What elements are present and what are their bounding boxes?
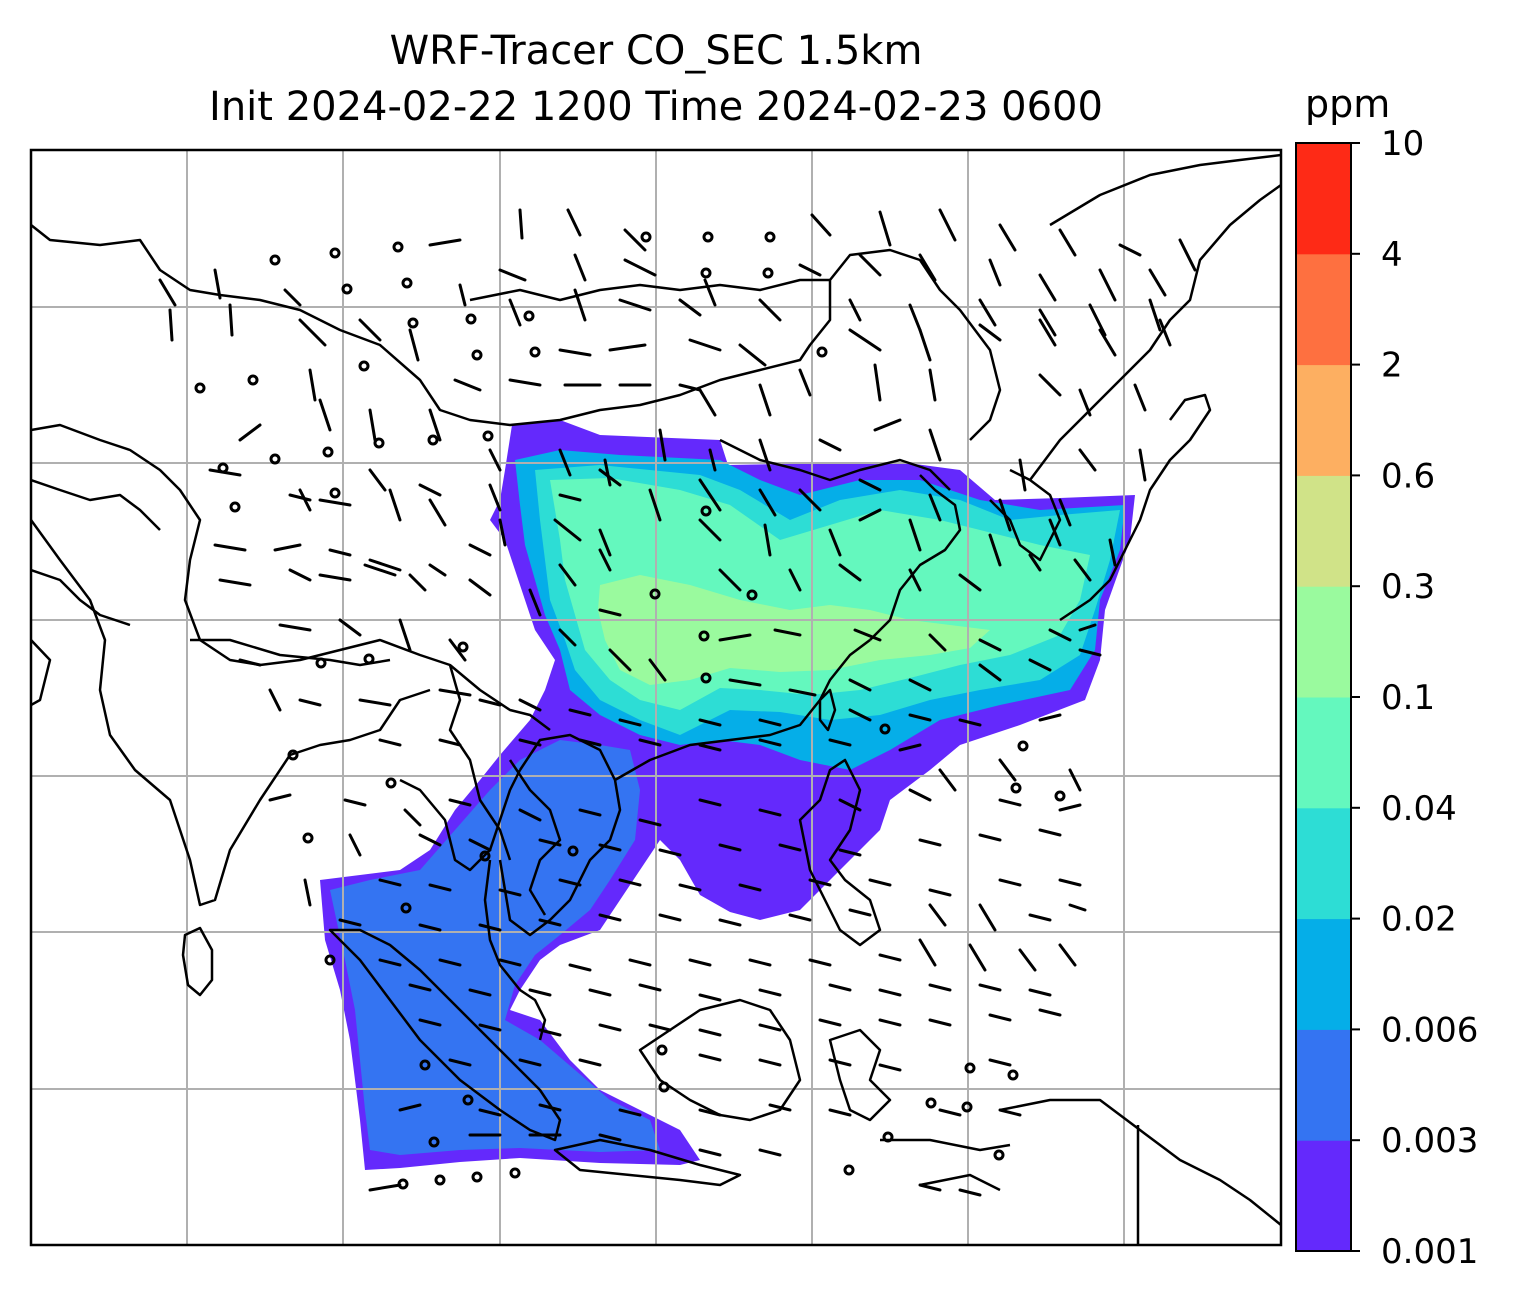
colorbar-tick-label: 0.02 <box>1381 900 1457 940</box>
border-myanmar <box>448 664 512 861</box>
coast-sumatra <box>328 928 562 1142</box>
border-central-asia <box>31 478 161 627</box>
colorbar-swatch-3 <box>1296 918 1351 1030</box>
wind-barb-row-3 <box>158 268 1162 337</box>
wind-barb-row-11 <box>278 618 1102 697</box>
colorbar-tick-label: 0.1 <box>1381 678 1435 718</box>
wind-barb-row-18 <box>378 938 1077 972</box>
colorbar-swatches <box>1296 143 1351 1252</box>
border-china-west <box>31 423 551 731</box>
calm-wind-markers <box>194 231 1066 1190</box>
coast-malay-peninsula <box>483 859 547 1041</box>
colorbar-swatch-2 <box>1296 1029 1351 1141</box>
colorbar-ticks: 0.001 0.003 0.006 0.02 0.04 0.1 0.3 0.6 2 4 10 <box>1351 124 1478 1272</box>
map-title-line1: WRF-Tracer CO_SEC 1.5km <box>389 28 923 74</box>
wind-barb-row-4 <box>168 303 1172 367</box>
wind-barb-row-1 <box>428 208 1197 272</box>
colorbar-tick-label: 0.6 <box>1381 456 1435 496</box>
wind-barb-row-5 <box>308 363 1147 417</box>
border-mongolia-russia <box>31 224 1002 441</box>
colorbar-tick-label: 0.3 <box>1381 567 1435 607</box>
colorbar-tick-label: 10 <box>1381 124 1424 164</box>
coast-korea <box>989 468 1062 562</box>
map-title-line2: Init 2024-02-22 1200 Time 2024-02-23 060… <box>209 84 1103 130</box>
wind-barb-row-21 <box>448 1053 1012 1072</box>
border-india-nepal <box>190 638 391 667</box>
coast-sulawesi <box>828 1028 892 1122</box>
colorbar-swatch-7 <box>1296 475 1351 587</box>
coast-sri-lanka <box>181 926 214 997</box>
border-thailand-laos <box>508 759 562 916</box>
colorbar-tick-label: 0.04 <box>1381 789 1457 829</box>
wind-barb-row-16 <box>303 878 1082 907</box>
wind-barbs <box>158 208 1197 1197</box>
wind-barb-row-14 <box>268 788 1082 827</box>
wind-barb-row-6 <box>238 398 1147 492</box>
colorbar-swatch-6 <box>1296 586 1351 698</box>
colorbar-swatch-1 <box>1296 1140 1351 1252</box>
colorbar-tick-label: 0.001 <box>1381 1232 1478 1272</box>
wind-barb-row-12 <box>238 658 1062 727</box>
wind-barb-row-20 <box>418 1008 1062 1037</box>
coastlines <box>31 153 1281 1245</box>
colorbar-unit-label: ppm <box>1305 82 1391 126</box>
colorbar-tick-label: 0.003 <box>1381 1121 1478 1161</box>
tracer-field <box>320 420 1135 1170</box>
colorbar-swatch-9 <box>1296 253 1351 366</box>
wind-barb-row-15 <box>348 828 1062 857</box>
field-level-2 <box>330 740 660 1155</box>
coast-philippines <box>798 758 882 947</box>
wind-barb-row-22 <box>398 1103 1022 1117</box>
coast-japan <box>1059 393 1212 622</box>
coast-timor <box>880 1138 1011 1192</box>
colorbar-tick-label: 0.006 <box>1381 1010 1478 1050</box>
coast-india <box>31 519 431 907</box>
coast-new-guinea <box>999 1098 1281 1245</box>
map-frame <box>29 148 1283 1247</box>
coast-china-east <box>869 474 962 641</box>
wind-barb-row-13 <box>378 738 1082 792</box>
wind-barb-row-8 <box>288 488 1117 567</box>
colorbar-tick-label: 4 <box>1381 235 1403 275</box>
field-level-6 <box>598 575 990 685</box>
gridlines <box>31 150 1281 1245</box>
colorbar-tick-label: 2 <box>1381 346 1403 386</box>
wind-barb-row-2 <box>498 253 1167 307</box>
coast-indochina <box>498 733 622 937</box>
coast-taiwan <box>818 688 837 732</box>
coast-borneo <box>638 998 802 1122</box>
wind-barb-row-23 <box>368 1133 982 1197</box>
coast-bay-east <box>399 769 522 872</box>
wind-barb-row-17 <box>338 903 1087 932</box>
colorbar-swatch-4 <box>1296 807 1351 920</box>
wind-barb-row-10 <box>218 563 1097 652</box>
coast-arabia <box>31 639 52 707</box>
wind-barb-row-9 <box>213 543 1092 592</box>
colorbar-swatch-10 <box>1296 143 1351 255</box>
wind-barb-row-19 <box>408 983 1052 1002</box>
coast-china-south <box>614 639 871 782</box>
coast-russia-far-east <box>1029 153 1281 481</box>
colorbar-swatch-5 <box>1296 697 1351 809</box>
coast-java <box>553 1138 742 1187</box>
colorbar-swatch-8 <box>1296 364 1351 476</box>
